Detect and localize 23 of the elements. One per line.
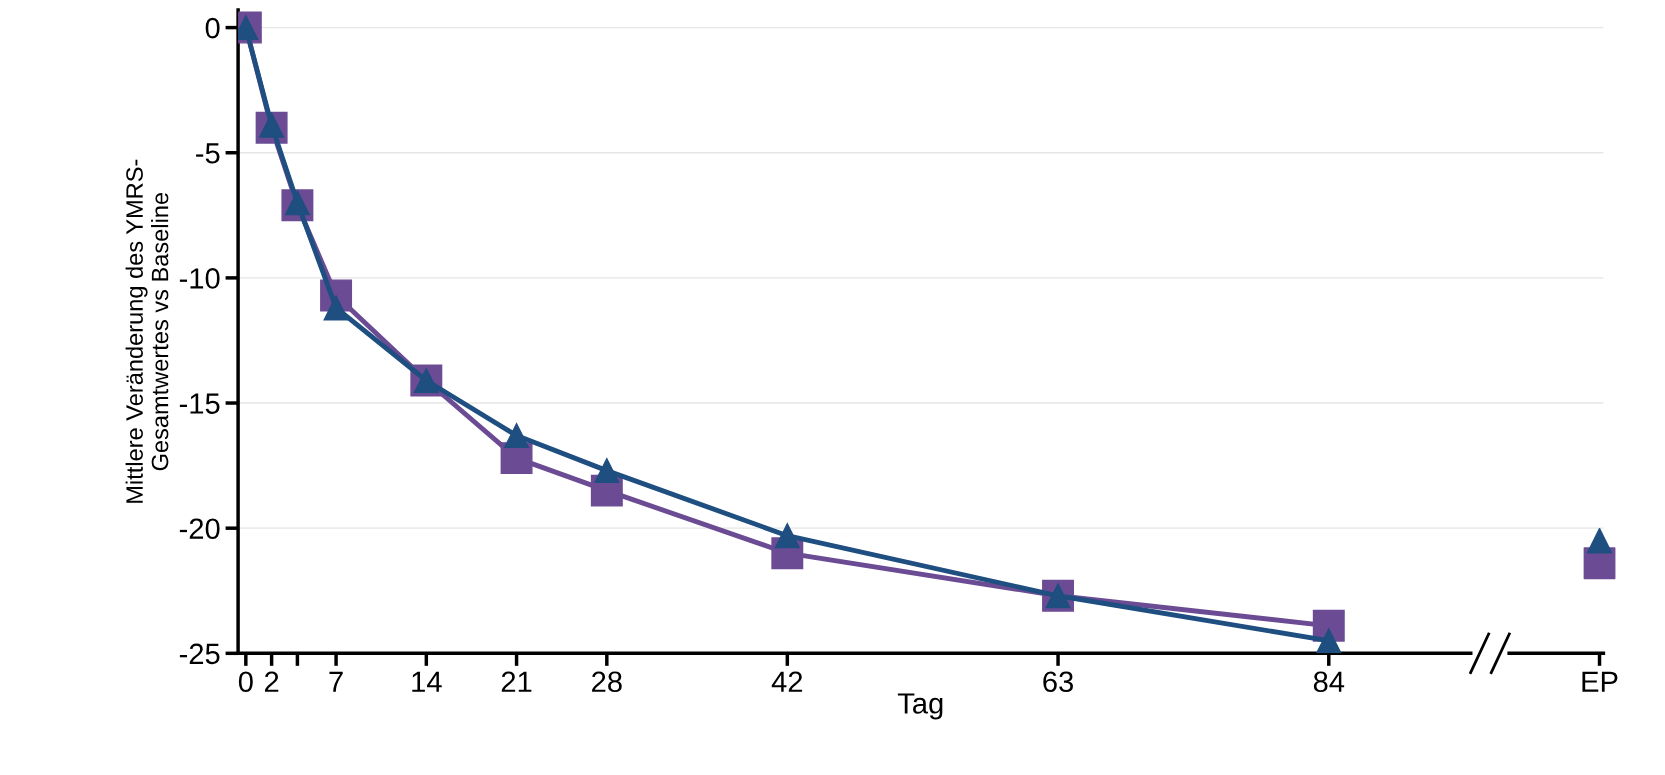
point (774, 523, 800, 549)
y-tick-label: -5 (196, 143, 220, 164)
y-tick-label: -20 (179, 518, 220, 540)
x-tick-label: 2 (264, 671, 279, 692)
x-tick-label: 21 (501, 671, 532, 692)
y-tick-label: -25 (179, 643, 220, 665)
y-tick-label: -15 (179, 393, 220, 414)
x-tick-label: 28 (592, 671, 622, 693)
y-tick-label: -10 (179, 268, 220, 289)
point (594, 458, 620, 484)
point (1586, 527, 1613, 554)
x-tick-label: 84 (1313, 671, 1345, 693)
point (1316, 628, 1342, 654)
y-axis-title: Mittlere Veränderung des YMRS- Gesamtwertes vs Baseline (125, 159, 169, 503)
x-tick-label: 0 (238, 671, 253, 693)
y-tick-label: 0 (205, 17, 220, 39)
x-tick-label: 42 (771, 671, 803, 692)
x-tick-label: 7 (329, 671, 343, 692)
x-tick-label: 14 (412, 671, 442, 692)
point (504, 423, 530, 449)
x-tick-label: 63 (1043, 671, 1073, 693)
x-tick-label: EP (1582, 671, 1618, 692)
x-axis-title: Tag (897, 693, 943, 720)
